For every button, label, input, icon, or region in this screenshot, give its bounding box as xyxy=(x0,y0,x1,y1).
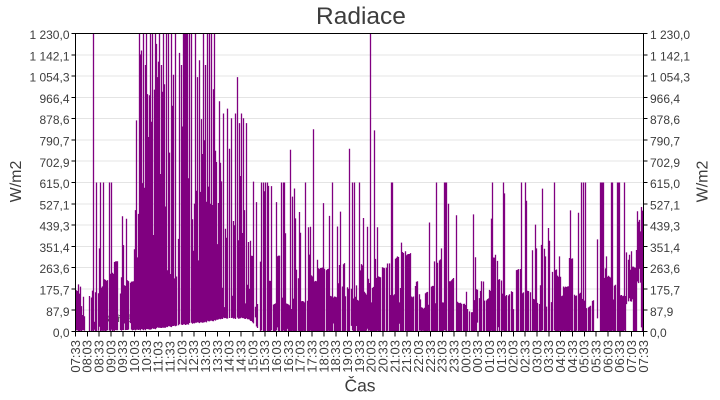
svg-text:17:33: 17:33 xyxy=(305,340,320,373)
svg-text:03:33: 03:33 xyxy=(541,340,556,373)
svg-text:615,0: 615,0 xyxy=(650,177,680,191)
svg-text:15:33: 15:33 xyxy=(257,340,272,373)
svg-text:10:33: 10:33 xyxy=(139,340,154,373)
svg-text:09:33: 09:33 xyxy=(115,340,130,373)
svg-text:702,9: 702,9 xyxy=(650,156,680,170)
svg-text:175,7: 175,7 xyxy=(650,284,680,298)
svg-text:19:03: 19:03 xyxy=(340,340,355,373)
svg-text:527,1: 527,1 xyxy=(650,198,680,212)
svg-text:02:33: 02:33 xyxy=(518,340,533,373)
svg-text:06:03: 06:03 xyxy=(600,340,615,373)
svg-text:1 142,1: 1 142,1 xyxy=(29,49,69,63)
svg-text:05:03: 05:03 xyxy=(577,340,592,373)
svg-text:527,1: 527,1 xyxy=(39,198,69,212)
svg-text:Radiace: Radiace xyxy=(316,3,406,30)
svg-text:03:03: 03:03 xyxy=(529,340,544,373)
svg-text:11:33: 11:33 xyxy=(163,341,178,373)
svg-text:01:33: 01:33 xyxy=(494,340,509,373)
svg-text:18:03: 18:03 xyxy=(316,340,331,373)
svg-text:702,9: 702,9 xyxy=(39,156,69,170)
svg-text:15:03: 15:03 xyxy=(245,340,260,373)
svg-text:22:33: 22:33 xyxy=(423,340,438,373)
svg-text:1 230,0: 1 230,0 xyxy=(29,28,69,42)
svg-text:12:03: 12:03 xyxy=(174,340,189,373)
svg-text:17:03: 17:03 xyxy=(293,340,308,373)
svg-text:878,6: 878,6 xyxy=(650,113,680,127)
svg-text:04:03: 04:03 xyxy=(553,340,568,373)
svg-text:11:03: 11:03 xyxy=(151,341,166,373)
svg-text:87,9: 87,9 xyxy=(46,305,70,319)
svg-text:02:03: 02:03 xyxy=(506,340,521,373)
svg-text:21:33: 21:33 xyxy=(399,340,414,373)
svg-text:19:33: 19:33 xyxy=(352,340,367,373)
svg-text:00:33: 00:33 xyxy=(470,340,485,373)
svg-text:08:03: 08:03 xyxy=(80,340,95,373)
svg-text:12:33: 12:33 xyxy=(186,340,201,373)
svg-text:615,0: 615,0 xyxy=(39,177,69,191)
svg-text:263,6: 263,6 xyxy=(39,262,69,276)
svg-text:1 054,3: 1 054,3 xyxy=(29,71,69,85)
svg-text:87,9: 87,9 xyxy=(650,305,674,319)
svg-text:23:03: 23:03 xyxy=(435,340,450,373)
svg-text:W/m2: W/m2 xyxy=(8,161,25,203)
svg-text:07:33: 07:33 xyxy=(636,340,651,373)
svg-text:10:03: 10:03 xyxy=(127,340,142,373)
svg-text:04:33: 04:33 xyxy=(565,340,580,373)
svg-text:Čas: Čas xyxy=(344,375,375,396)
svg-text:07:33: 07:33 xyxy=(68,340,83,373)
svg-text:0,0: 0,0 xyxy=(53,326,70,340)
svg-text:263,6: 263,6 xyxy=(650,262,680,276)
svg-text:09:03: 09:03 xyxy=(103,340,118,373)
svg-text:05:33: 05:33 xyxy=(589,340,604,373)
svg-text:790,7: 790,7 xyxy=(650,135,680,149)
svg-text:351,4: 351,4 xyxy=(39,241,69,255)
svg-text:16:03: 16:03 xyxy=(269,340,284,373)
svg-text:22:03: 22:03 xyxy=(411,340,426,373)
svg-text:0,0: 0,0 xyxy=(650,326,667,340)
svg-text:351,4: 351,4 xyxy=(650,241,680,255)
svg-text:439,3: 439,3 xyxy=(39,220,69,234)
svg-text:16:33: 16:33 xyxy=(281,340,296,373)
svg-text:790,7: 790,7 xyxy=(39,135,69,149)
svg-text:00:03: 00:03 xyxy=(458,340,473,373)
svg-text:966,4: 966,4 xyxy=(39,92,69,106)
svg-text:08:33: 08:33 xyxy=(92,340,107,373)
svg-text:06:33: 06:33 xyxy=(612,340,627,373)
svg-text:21:03: 21:03 xyxy=(387,340,402,373)
svg-text:13:33: 13:33 xyxy=(210,340,225,373)
svg-text:18:33: 18:33 xyxy=(328,340,343,373)
svg-text:23:33: 23:33 xyxy=(447,340,462,373)
svg-text:13:03: 13:03 xyxy=(198,340,213,373)
svg-text:07:03: 07:03 xyxy=(624,340,639,373)
svg-text:14:33: 14:33 xyxy=(234,340,249,373)
svg-text:1 054,3: 1 054,3 xyxy=(650,71,690,85)
svg-text:439,3: 439,3 xyxy=(650,220,680,234)
svg-text:175,7: 175,7 xyxy=(39,284,69,298)
svg-text:878,6: 878,6 xyxy=(39,113,69,127)
svg-text:966,4: 966,4 xyxy=(650,92,680,106)
svg-text:20:33: 20:33 xyxy=(376,340,391,373)
svg-text:W/m2: W/m2 xyxy=(695,161,712,203)
svg-text:1 142,1: 1 142,1 xyxy=(650,49,690,63)
svg-text:20:03: 20:03 xyxy=(364,340,379,373)
svg-text:14:03: 14:03 xyxy=(222,340,237,373)
svg-text:1 230,0: 1 230,0 xyxy=(650,28,690,42)
svg-text:01:03: 01:03 xyxy=(482,340,497,373)
